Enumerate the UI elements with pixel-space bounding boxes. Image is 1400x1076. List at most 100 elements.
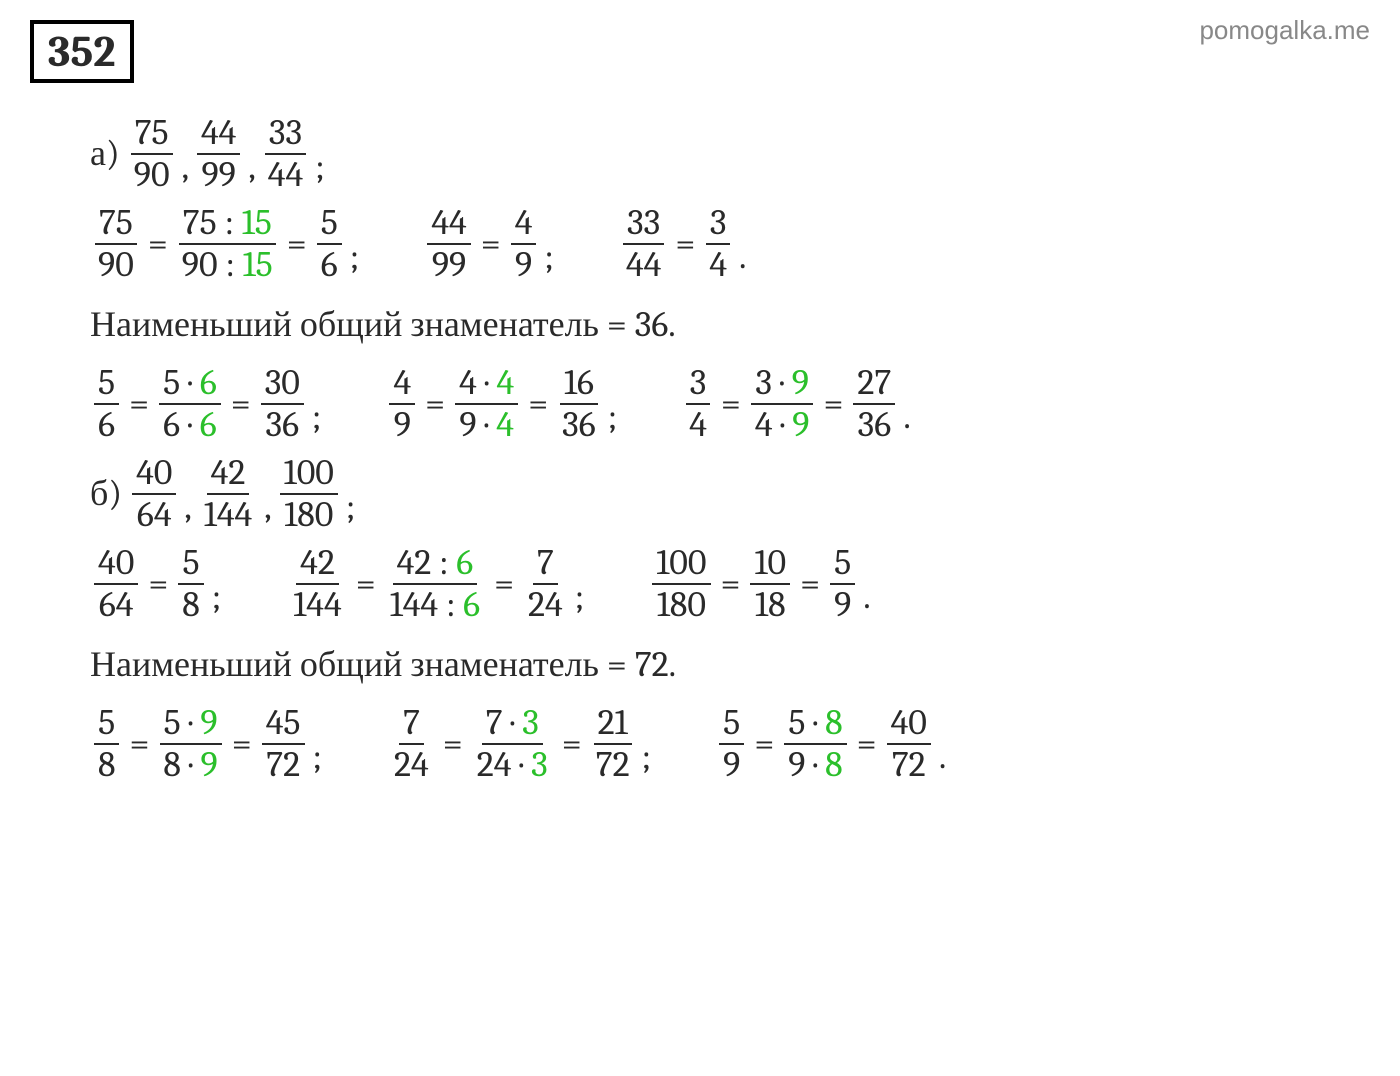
equals: = <box>129 726 149 762</box>
equals: = <box>857 726 877 762</box>
comma: , <box>182 149 189 193</box>
fraction: 7590 <box>94 205 138 283</box>
equation: 100180 = 1018 = 59 . <box>648 545 874 623</box>
fraction: 724 <box>524 545 567 623</box>
equals: = <box>528 386 548 422</box>
part-a-lcd-text: Наименьший общий знаменатель = 36. <box>90 303 1370 345</box>
fraction: 42144 <box>200 455 256 533</box>
semicolon: ; <box>642 739 652 783</box>
equation: 42144 = 42 : 6 144 : 6 = 724 ; <box>285 545 588 623</box>
fraction: 56 <box>94 365 119 443</box>
semicolon: ; <box>313 739 323 783</box>
equals: = <box>231 386 251 422</box>
fraction: 4499 <box>427 205 470 283</box>
fraction: 7590 <box>130 115 174 193</box>
fraction: 5 · 9 8 · 9 <box>159 705 221 783</box>
fraction: 4064 <box>94 545 138 623</box>
comma: , <box>264 489 271 533</box>
equals: = <box>232 726 252 762</box>
fraction: 2172 <box>592 705 634 783</box>
fraction: 100180 <box>280 455 338 533</box>
equation: 59 = 5 · 8 9 · 8 = 4072 . <box>715 705 950 783</box>
equals: = <box>425 386 445 422</box>
semicolon: ; <box>544 239 554 283</box>
fraction: 58 <box>94 705 119 783</box>
watermark: pomogalka.me <box>1199 15 1370 46</box>
part-a-given: а) 7590 , 4499 , 3344 ; <box>90 115 1370 193</box>
fraction: 5 · 6 6 · 6 <box>159 365 221 443</box>
fraction: 4064 <box>132 455 176 533</box>
semicolon: ; <box>608 399 618 443</box>
equals: = <box>800 566 820 602</box>
period: . <box>903 399 910 443</box>
fraction: 1018 <box>750 545 790 623</box>
equals: = <box>481 226 501 262</box>
equation: 4499 = 49 ; <box>423 205 558 283</box>
equals: = <box>287 226 307 262</box>
fraction: 4 · 4 9 · 4 <box>455 365 518 443</box>
equation: 724 = 7 · 3 24 · 3 = 2172 ; <box>386 705 655 783</box>
part-b-simplify: 4064 = 58 ; 42144 = 42 : 6 144 : 6 = 724… <box>90 545 1370 623</box>
fraction: 3344 <box>264 115 307 193</box>
equals: = <box>443 726 463 762</box>
period: . <box>863 579 870 623</box>
fraction: 42144 <box>289 545 345 623</box>
part-b-expand: 58 = 5 · 9 8 · 9 = 4572 ; 724 = 7 · 3 24… <box>90 705 1370 783</box>
equals: = <box>148 566 168 602</box>
equals: = <box>148 226 168 262</box>
period: . <box>939 739 946 783</box>
equation: 34 = 3 · 9 4 · 9 = 2736 . <box>681 365 915 443</box>
fraction: 724 <box>390 705 433 783</box>
fraction: 49 <box>389 365 415 443</box>
equals: = <box>754 726 774 762</box>
equation: 49 = 4 · 4 9 · 4 = 1636 ; <box>385 365 621 443</box>
equation: 7590 = 75 : 15 90 : 15 = 56 ; <box>90 205 363 283</box>
fraction: 58 <box>178 545 203 623</box>
part-b-given: б) 4064 , 42144 , 100180 ; <box>90 455 1370 533</box>
semicolon: ; <box>575 579 585 623</box>
fraction: 3 · 9 4 · 9 <box>751 365 814 443</box>
part-a-expand: 56 = 5 · 6 6 · 6 = 3036 ; 49 = 4 · 4 9 ·… <box>90 365 1370 443</box>
fraction: 34 <box>705 205 731 283</box>
fraction: 100180 <box>652 545 710 623</box>
fraction: 5 · 8 9 · 8 <box>784 705 846 783</box>
semicolon: ; <box>350 239 360 283</box>
fraction: 75 : 15 90 : 15 <box>178 205 277 283</box>
comma: , <box>248 149 255 193</box>
fraction: 4572 <box>262 705 305 783</box>
equals: = <box>721 386 741 422</box>
equation: 3344 = 34 . <box>618 205 751 283</box>
part-b-label: б) <box>90 476 122 512</box>
fraction: 7 · 3 24 · 3 <box>473 705 552 783</box>
fraction: 4072 <box>887 705 931 783</box>
period: . <box>739 239 746 283</box>
semicolon: ; <box>312 399 322 443</box>
fraction: 3036 <box>261 365 304 443</box>
fraction: 3344 <box>622 205 665 283</box>
comma: , <box>184 489 191 533</box>
fraction: 59 <box>719 705 744 783</box>
equals: = <box>823 386 843 422</box>
equation: 58 = 5 · 9 8 · 9 = 4572 ; <box>90 705 326 783</box>
equation: 56 = 5 · 6 6 · 6 = 3036 ; <box>90 365 325 443</box>
part-a-label: а) <box>90 136 120 172</box>
fraction: 42 : 6 144 : 6 <box>386 545 484 623</box>
fraction: 34 <box>685 365 711 443</box>
fraction: 49 <box>511 205 537 283</box>
fraction: 56 <box>317 205 342 283</box>
part-b-lcd-text: Наименьший общий знаменатель = 72. <box>90 643 1370 685</box>
equals: = <box>129 386 149 422</box>
equals: = <box>721 566 741 602</box>
fraction: 2736 <box>853 365 895 443</box>
fraction: 59 <box>830 545 855 623</box>
semicolon: ; <box>346 489 356 533</box>
semicolon: ; <box>212 579 222 623</box>
part-a-simplify: 7590 = 75 : 15 90 : 15 = 56 ; 4499 = 49 … <box>90 205 1370 283</box>
equals: = <box>562 726 582 762</box>
equation: 4064 = 58 ; <box>90 545 225 623</box>
equals: = <box>675 226 695 262</box>
semicolon: ; <box>315 149 325 193</box>
problem-number-box: 352 <box>30 20 134 83</box>
equals: = <box>494 566 514 602</box>
fraction: 4499 <box>197 115 240 193</box>
